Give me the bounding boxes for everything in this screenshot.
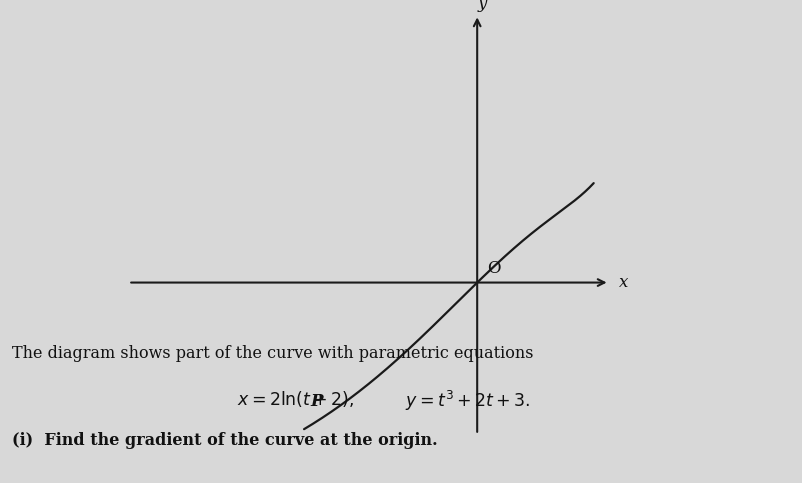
Text: P: P: [310, 393, 322, 410]
Text: (i)  Find the gradient of the curve at the origin.: (i) Find the gradient of the curve at th…: [12, 432, 438, 449]
Text: y: y: [478, 0, 488, 12]
Text: $y = t^3 + 2t + 3.$: $y = t^3 + 2t + 3.$: [405, 389, 531, 413]
Text: The diagram shows part of the curve with parametric equations: The diagram shows part of the curve with…: [12, 345, 533, 362]
Text: $x = 2\ln(t + 2),$: $x = 2\ln(t + 2),$: [237, 389, 354, 409]
Text: O: O: [487, 260, 500, 277]
Text: x: x: [619, 274, 629, 291]
